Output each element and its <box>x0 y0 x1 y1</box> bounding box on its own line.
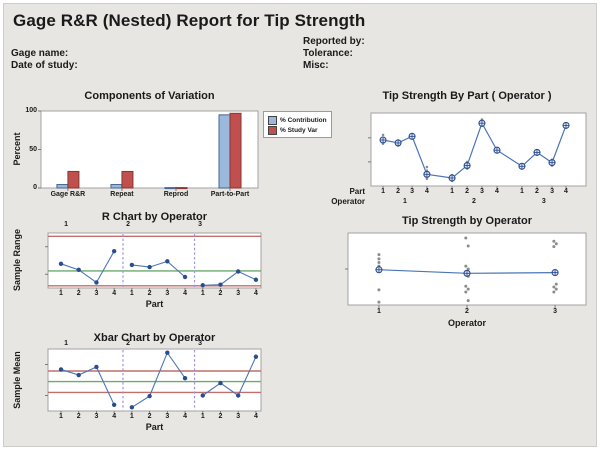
tick-label: Part-to-Part <box>210 191 250 198</box>
by-part-row-label-operator: Operator <box>331 197 365 206</box>
tick-label: 2 <box>465 308 469 315</box>
page-title: Gage R&R (Nested) Report for Tip Strengt… <box>13 11 366 30</box>
tick-label: 3 <box>236 413 241 420</box>
tick-label: 2 <box>76 290 81 297</box>
tick-label: 2 <box>465 188 470 195</box>
legend-label-contribution: % Contribution <box>280 116 327 124</box>
by-operator-chart-title: Tip Strength by Operator <box>402 215 532 227</box>
r-chart-y-axis-label: Sample Range <box>12 228 22 292</box>
tick-label: 2 <box>535 188 539 195</box>
tick-label: 4 <box>183 290 187 297</box>
tick-label: 50 <box>29 146 37 153</box>
tick-label: 2 <box>147 413 152 420</box>
tick-label: 3 <box>550 188 554 195</box>
tick-label: 3 <box>410 188 415 195</box>
by-part-row-label-part: Part <box>349 187 365 196</box>
tick-label: 2 <box>147 290 152 297</box>
legend-label-studyvar: % Study Var <box>280 126 318 134</box>
cov-bar-chart <box>38 110 259 191</box>
tick-label: Reprod <box>163 191 189 198</box>
tick-label: 1 <box>200 413 205 420</box>
tick-label: 0 <box>33 184 37 191</box>
tick-label: 2 <box>126 221 131 228</box>
tick-label: 3 <box>94 413 99 420</box>
tick-label: 3 <box>198 340 203 347</box>
tick-label: 1 <box>200 290 205 297</box>
tick-label: 4 <box>112 413 117 420</box>
tick-label: 4 <box>183 413 187 420</box>
tick-label: 3 <box>165 290 170 297</box>
tick-label: 4 <box>564 188 568 195</box>
field-date-of-study: Date of study: <box>11 60 78 71</box>
r-chart-title: R Chart by Operator <box>101 211 208 223</box>
tick-label: 1 <box>129 290 134 297</box>
xbar-control-chart <box>45 348 262 414</box>
xbar-chart-title: Xbar Chart by Operator <box>93 332 216 344</box>
tick-label: 1 <box>59 290 63 297</box>
cov-legend: % Contribution % Study Var <box>263 111 332 138</box>
tick-label: 1 <box>403 198 407 205</box>
tick-label: 2 <box>218 290 223 297</box>
tick-label: 1 <box>64 221 69 228</box>
tick-label: 100 <box>25 107 37 114</box>
contribution-swatch-icon <box>268 115 277 125</box>
field-tolerance: Tolerance: <box>303 48 353 59</box>
field-gage-name: Gage name: <box>11 48 69 59</box>
xbar-chart-y-axis-label: Sample Mean <box>12 351 22 409</box>
tick-label: 3 <box>165 413 170 420</box>
tick-label: 3 <box>553 308 557 315</box>
tick-label: 2 <box>396 188 401 195</box>
tick-label: 1 <box>59 413 63 420</box>
by-operator-scatter-chart <box>345 232 587 308</box>
tick-label: Gage R&R <box>50 191 86 198</box>
tick-label: 3 <box>479 188 484 195</box>
field-reported-by: Reported by: <box>303 36 365 47</box>
r-chart-x-axis-label: Part <box>145 299 164 309</box>
tick-label: 2 <box>126 340 131 347</box>
r-control-chart <box>45 232 262 291</box>
studyvar-swatch-icon <box>268 125 277 135</box>
by-operator-x-axis-label: Operator <box>447 318 486 328</box>
tick-label: 4 <box>253 413 258 420</box>
tick-label: 4 <box>424 188 429 195</box>
tick-label: 1 <box>64 340 69 347</box>
tick-label: 3 <box>94 290 99 297</box>
tick-label: 1 <box>129 413 134 420</box>
field-misc: Misc: <box>303 60 329 71</box>
tick-label: 1 <box>519 188 524 195</box>
by-part-chart-title: Tip Strength By Part ( Operator ) <box>382 90 552 102</box>
tick-label: 4 <box>112 290 117 297</box>
tick-label: 1 <box>450 188 454 195</box>
tick-label: 2 <box>218 413 223 420</box>
tick-label: 3 <box>236 290 241 297</box>
legend-item-studyvar: % Study Var <box>268 125 327 135</box>
tick-label: 3 <box>541 198 546 205</box>
cov-chart-title: Components of Variation <box>84 90 215 102</box>
tick-label: 1 <box>381 188 385 195</box>
xbar-chart-x-axis-label: Part <box>145 422 164 432</box>
tick-label: 3 <box>198 221 203 228</box>
tick-label: 4 <box>253 290 258 297</box>
legend-item-contribution: % Contribution <box>268 115 327 125</box>
tick-label: Repeat <box>110 191 134 198</box>
tick-label: 2 <box>472 198 476 205</box>
by-part-line-chart <box>368 112 587 189</box>
tick-label: 2 <box>76 413 81 420</box>
tick-label: 1 <box>376 308 381 315</box>
tick-label: 4 <box>495 188 499 195</box>
